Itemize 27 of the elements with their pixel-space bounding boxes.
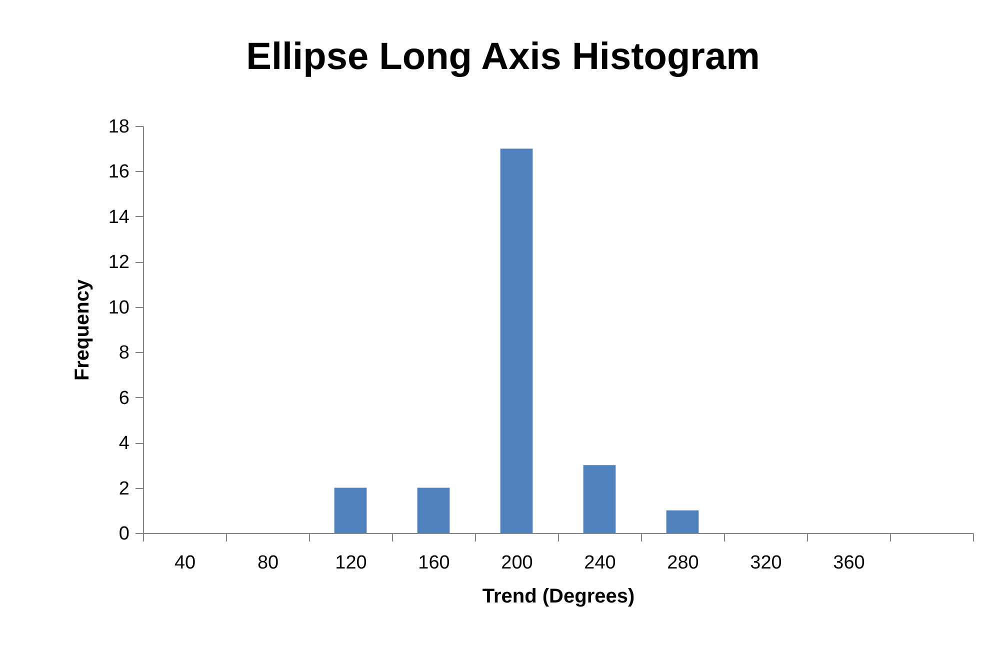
x-tick-label: 320 [750,552,782,574]
y-tick-label: 6 [118,388,130,409]
y-tick-label: 2 [118,478,130,500]
x-tick-label: 360 [833,552,865,574]
chart-title: Ellipse Long Axis Histogram [246,36,760,78]
y-tick-label: 8 [118,342,130,364]
bar [500,148,533,533]
x-tick-label: 200 [501,552,533,574]
bar [583,465,616,533]
bar [417,488,450,533]
y-tick-label: 10 [108,297,130,318]
y-tick-label: 16 [108,162,130,183]
bar [666,510,699,533]
x-tick-label: 80 [257,552,279,574]
y-tick-label: 4 [118,433,130,454]
y-axis-title: Frequency [71,278,94,381]
y-tick-label: 12 [108,252,130,274]
x-axis-title: Trend (Degrees) [482,586,635,608]
x-tick-label: 160 [418,552,450,574]
x-tick-label: 40 [174,552,196,574]
y-tick-label: 0 [118,524,130,544]
x-tick-label: 120 [335,552,367,574]
y-tick-label: 18 [108,116,130,138]
y-tick-label: 14 [108,206,130,228]
x-tick-label: 240 [584,552,616,574]
bar [334,488,367,533]
x-tick-label: 280 [667,552,699,574]
